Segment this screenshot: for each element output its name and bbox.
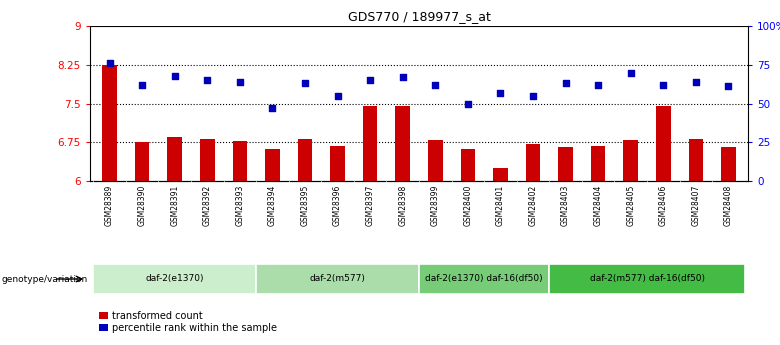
Point — [625, 70, 637, 75]
Bar — [200, 139, 215, 181]
Text: GSM28405: GSM28405 — [626, 185, 635, 226]
Point — [103, 60, 115, 66]
Text: GSM28400: GSM28400 — [463, 185, 473, 226]
Text: daf-2(m577): daf-2(m577) — [310, 275, 366, 284]
Bar — [395, 106, 410, 181]
Text: GSM28406: GSM28406 — [659, 185, 668, 226]
Point — [657, 82, 669, 88]
Bar — [722, 147, 736, 181]
Bar — [689, 139, 704, 181]
Point — [136, 82, 148, 88]
Title: GDS770 / 189977_s_at: GDS770 / 189977_s_at — [348, 10, 491, 23]
Bar — [232, 141, 247, 181]
Point — [559, 81, 572, 86]
Point — [722, 84, 735, 89]
Bar — [135, 142, 150, 181]
Text: daf-2(e1370): daf-2(e1370) — [145, 275, 204, 284]
Text: GSM28408: GSM28408 — [724, 185, 733, 226]
Text: genotype/variation: genotype/variation — [2, 275, 88, 284]
Point — [429, 82, 441, 88]
Text: GSM28394: GSM28394 — [268, 185, 277, 226]
Text: GSM28401: GSM28401 — [496, 185, 505, 226]
Bar — [298, 139, 312, 181]
Point — [690, 79, 702, 85]
Bar — [526, 144, 541, 181]
Bar — [623, 140, 638, 181]
Bar — [493, 168, 508, 181]
Text: GSM28398: GSM28398 — [399, 185, 407, 226]
Text: daf-2(e1370) daf-16(df50): daf-2(e1370) daf-16(df50) — [425, 275, 543, 284]
Point — [233, 79, 246, 85]
Text: GSM28399: GSM28399 — [431, 185, 440, 226]
Text: GSM28389: GSM28389 — [105, 185, 114, 226]
Text: GSM28391: GSM28391 — [170, 185, 179, 226]
FancyBboxPatch shape — [256, 264, 419, 294]
Point — [592, 82, 604, 88]
Bar — [330, 146, 345, 181]
Text: GSM28404: GSM28404 — [594, 185, 603, 226]
Point — [168, 73, 181, 78]
Text: GSM28396: GSM28396 — [333, 185, 342, 226]
Bar — [428, 140, 442, 181]
Text: GSM28392: GSM28392 — [203, 185, 211, 226]
Text: GSM28393: GSM28393 — [236, 185, 244, 226]
Bar — [265, 149, 280, 181]
Bar — [102, 65, 117, 181]
Text: daf-2(m577) daf-16(df50): daf-2(m577) daf-16(df50) — [590, 275, 704, 284]
Bar — [590, 146, 605, 181]
Text: GSM28390: GSM28390 — [137, 185, 147, 226]
Point — [332, 93, 344, 99]
Text: GSM28402: GSM28402 — [529, 185, 537, 226]
Point — [396, 75, 409, 80]
Point — [299, 81, 311, 86]
Point — [526, 93, 539, 99]
Bar — [363, 106, 378, 181]
Point — [364, 78, 377, 83]
Legend: transformed count, percentile rank within the sample: transformed count, percentile rank withi… — [95, 307, 282, 337]
Point — [462, 101, 474, 106]
Text: GSM28403: GSM28403 — [561, 185, 570, 226]
Point — [266, 105, 278, 111]
FancyBboxPatch shape — [549, 264, 745, 294]
FancyBboxPatch shape — [94, 264, 256, 294]
Text: GSM28397: GSM28397 — [366, 185, 374, 226]
Point — [201, 78, 214, 83]
Bar — [460, 149, 475, 181]
Bar — [656, 106, 671, 181]
FancyBboxPatch shape — [419, 264, 549, 294]
Text: GSM28395: GSM28395 — [300, 185, 310, 226]
Bar — [558, 147, 573, 181]
Point — [495, 90, 507, 96]
Bar — [168, 137, 182, 181]
Text: GSM28407: GSM28407 — [691, 185, 700, 226]
